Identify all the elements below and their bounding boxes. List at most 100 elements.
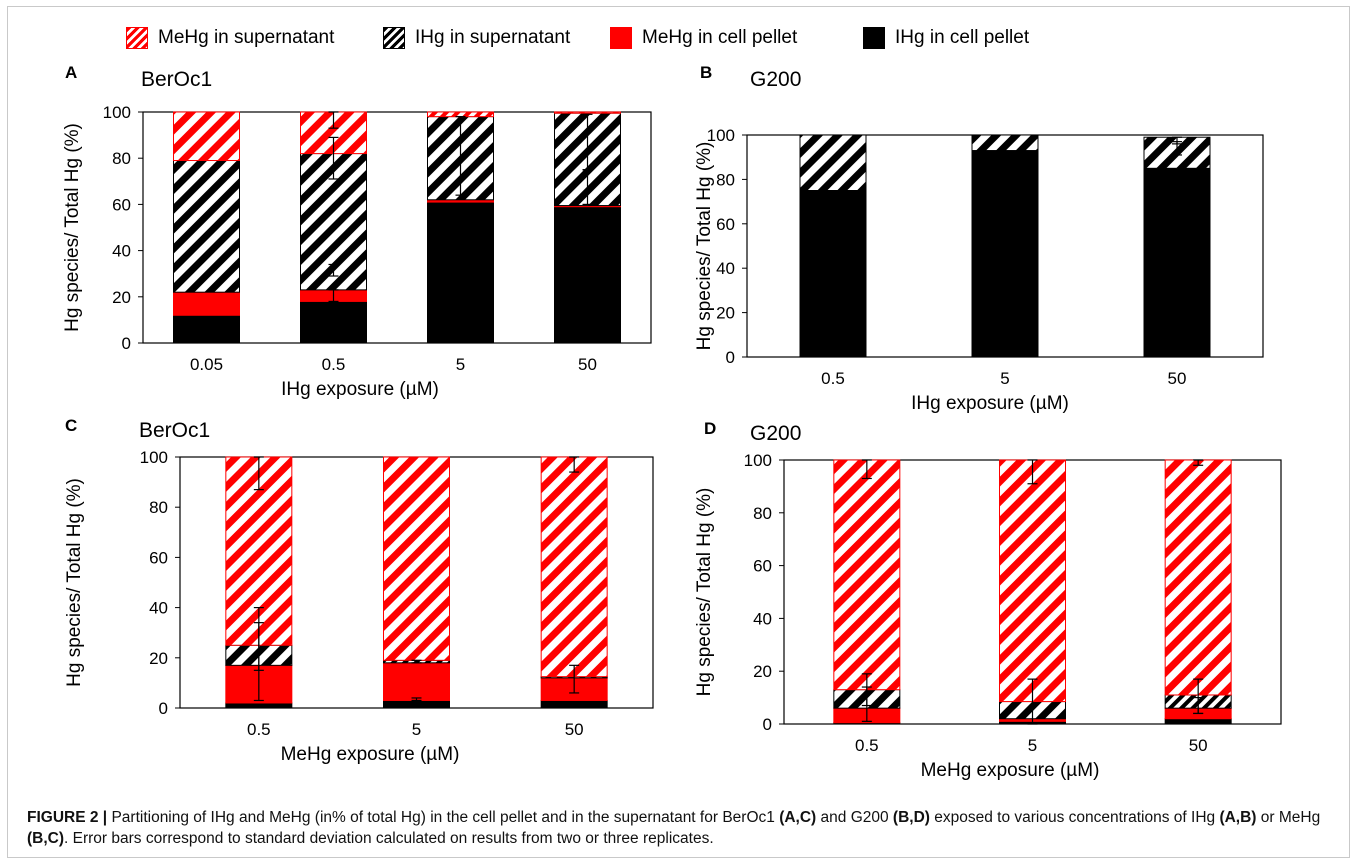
x-tick-label: 0.5: [855, 736, 879, 755]
error-bar: [328, 289, 339, 303]
y-tick-label: 40: [753, 609, 772, 628]
error-bar: [861, 686, 872, 707]
bar-segment-mehg-supernatant: [427, 111, 494, 118]
chart-panel-d: 0 20 40 60 80 100 0.5 5 50 Hg species/ Total Hg (…: [694, 451, 1282, 781]
y-tick-label: 0: [159, 699, 168, 718]
error-bar: [1027, 678, 1038, 725]
bar-segment-ihg-pellet: [971, 150, 1039, 358]
figure-caption: FIGURE 2 | Partitioning of IHg and MeHg …: [27, 807, 1327, 849]
legend-swatch-black-hatched: [383, 27, 405, 49]
bar-segment-mehg-supernatant: [1164, 459, 1232, 696]
y-axis-label: Hg species/ Total Hg (%): [62, 123, 83, 332]
x-tick-label: 5: [1000, 369, 1009, 388]
y-tick-label: 100: [140, 450, 168, 467]
legend-label: IHg in supernatant: [415, 27, 571, 48]
caption-ref: (A,B): [1219, 809, 1257, 826]
x-tick-label: 50: [565, 720, 584, 739]
error-bar: [1193, 459, 1204, 466]
y-tick-label: 20: [112, 288, 131, 307]
bar-segment-mehg-supernatant: [383, 456, 450, 661]
bar-segment-ihg-pellet: [383, 699, 450, 709]
error-bar: [569, 664, 580, 694]
legend-item-ihg-supernatant: IHg in supernatant: [383, 27, 570, 49]
panel-title-d: G200: [750, 422, 802, 445]
caption-text: exposed to various concentrations of IHg: [929, 809, 1220, 826]
error-bar: [861, 459, 872, 480]
x-axis-label: MeHg exposure (µM): [921, 760, 1100, 781]
bar-segment-mehg-supernatant: [833, 459, 901, 691]
x-axis-label: MeHg exposure (µM): [281, 744, 460, 765]
caption-ref: (B,D): [892, 809, 930, 826]
x-tick-label: 5: [456, 355, 465, 374]
bar-segment-ihg-pellet: [1143, 167, 1211, 358]
chart-panel-c: 0 20 40 60 80 100 0.5 5 50 Hg species/ Total Hg (…: [64, 450, 654, 765]
bar-segment-mehg-supernatant: [999, 459, 1066, 703]
caption-text: Partitioning of IHg and MeHg (in% of tot…: [107, 809, 780, 826]
error-bar: [411, 697, 422, 702]
caption-text: and G200: [816, 809, 893, 826]
x-tick-label: 5: [1028, 736, 1037, 755]
panel-title-c: BerOc1: [139, 419, 211, 442]
bar-segment-ihg-pellet: [427, 201, 494, 344]
bar-segment-ihg-supernatant: [173, 160, 240, 293]
error-bar: [1027, 459, 1038, 485]
bar-segment-ihg-supernatant: [971, 134, 1039, 152]
bar-segment-mehg-pellet: [173, 291, 240, 316]
y-tick-label: 60: [716, 215, 735, 234]
x-tick-label: 0.05: [190, 355, 223, 374]
legend-item-mehg-pellet: MeHg in cell pellet: [610, 27, 797, 49]
y-tick-label: 100: [707, 126, 735, 145]
y-tick-label: 0: [763, 715, 772, 734]
y-axis-label: Hg species/ Total Hg (%): [694, 142, 715, 351]
x-tick-label: 5: [412, 720, 421, 739]
y-tick-label: 0: [122, 334, 131, 353]
y-tick-label: 100: [103, 103, 131, 122]
error-bar: [253, 622, 264, 671]
x-tick-label: 0.5: [247, 720, 271, 739]
panel-title-b: G200: [750, 68, 802, 91]
x-tick-label: 0.5: [322, 355, 346, 374]
plot-area: [142, 111, 652, 344]
panel-title-a: BerOc1: [141, 68, 213, 91]
error-bar: [253, 456, 264, 491]
x-axis-label: IHg exposure (µM): [281, 379, 439, 400]
panel-letter-a: A: [65, 63, 78, 82]
bar-segment-mehg-supernatant: [554, 111, 621, 114]
y-tick-label: 80: [112, 149, 131, 168]
y-tick-label: 40: [112, 242, 131, 261]
caption-ref: (A,C): [779, 809, 817, 826]
error-bar: [328, 136, 339, 180]
figure-frame: [7, 6, 1350, 858]
bar-segment-ihg-pellet: [540, 699, 608, 709]
bar-segment-ihg-pellet: [173, 314, 240, 344]
bar-segment-ihg-pellet: [554, 206, 621, 344]
error-bar: [455, 116, 466, 196]
bar-segment-ihg-supernatant: [799, 134, 867, 191]
panel-letter-d: D: [704, 419, 717, 438]
y-tick-label: 20: [716, 304, 735, 323]
bar-segment-ihg-pellet: [799, 190, 867, 358]
y-tick-label: 100: [744, 451, 772, 470]
legend-label: MeHg in cell pellet: [642, 27, 798, 48]
x-axis-label: IHg exposure (µM): [911, 393, 1069, 414]
chart-panel-b: 0 20 40 60 80 100 0.5 5 50 Hg species/ Total Hg (…: [694, 126, 1264, 414]
legend-label: IHg in cell pellet: [895, 27, 1030, 48]
y-tick-label: 80: [149, 498, 168, 517]
caption-text: . Error bars correspond to standard devi…: [64, 830, 714, 847]
y-tick-label: 20: [753, 662, 772, 681]
caption-ref: (B,C): [27, 830, 65, 847]
bar-segment-ihg-pellet: [225, 702, 293, 709]
x-tick-label: 50: [578, 355, 597, 374]
y-tick-label: 80: [753, 504, 772, 523]
y-tick-label: 20: [149, 649, 168, 668]
chart-panel-a: 0 20 40 60 80 100 0.05 0.5 5 50 Hg species/ Total …: [62, 103, 652, 400]
y-tick-label: 80: [716, 170, 735, 189]
caption-text: or MeHg: [1256, 809, 1321, 826]
legend-label: MeHg in supernatant: [158, 27, 335, 48]
bar-segment-ihg-pellet: [300, 300, 367, 344]
error-bar: [411, 659, 422, 664]
panel-letter-c: C: [65, 416, 78, 435]
caption-prefix: FIGURE 2 |: [27, 809, 108, 826]
y-tick-label: 60: [753, 557, 772, 576]
y-tick-label: 40: [149, 599, 168, 618]
